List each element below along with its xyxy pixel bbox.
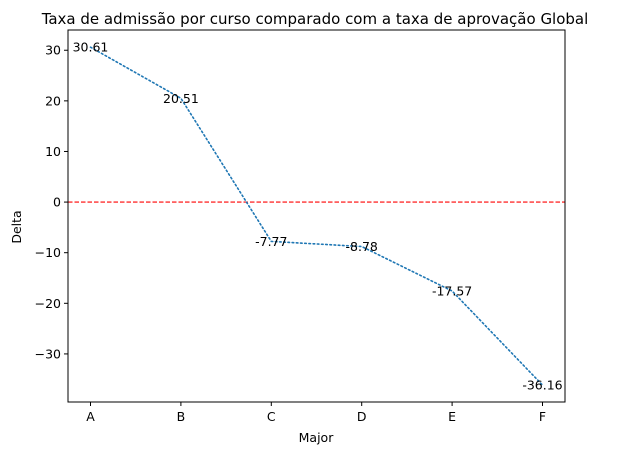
x-tick-label: A	[86, 409, 95, 424]
y-tick-label: 30	[45, 43, 61, 58]
data-label: -17.57	[432, 284, 472, 299]
y-tick-label: 0	[53, 195, 61, 210]
y-tick-label: 20	[45, 93, 61, 108]
y-tick-label: −30	[35, 346, 61, 361]
chart-title: Taxa de admissão por curso comparado com…	[41, 10, 589, 28]
x-tick-label: E	[448, 409, 456, 424]
x-tick-label: B	[177, 409, 186, 424]
data-label: 30.61	[73, 40, 109, 55]
x-tick-label: D	[357, 409, 367, 424]
series-line	[89, 46, 544, 386]
data-label: -8.78	[346, 239, 378, 254]
x-tick-label: C	[267, 409, 276, 424]
data-label: 20.51	[163, 91, 199, 106]
x-tick-label: F	[539, 409, 546, 424]
y-tick-label: 10	[45, 144, 61, 159]
y-tick-label: −20	[35, 296, 61, 311]
data-label: -7.77	[255, 234, 287, 249]
plot-frame	[67, 29, 566, 403]
y-axis-label: Delta	[9, 210, 24, 243]
y-tick-label: −10	[35, 245, 61, 260]
x-axis-label: Major	[299, 430, 335, 445]
data-label: -36.16	[522, 378, 562, 393]
